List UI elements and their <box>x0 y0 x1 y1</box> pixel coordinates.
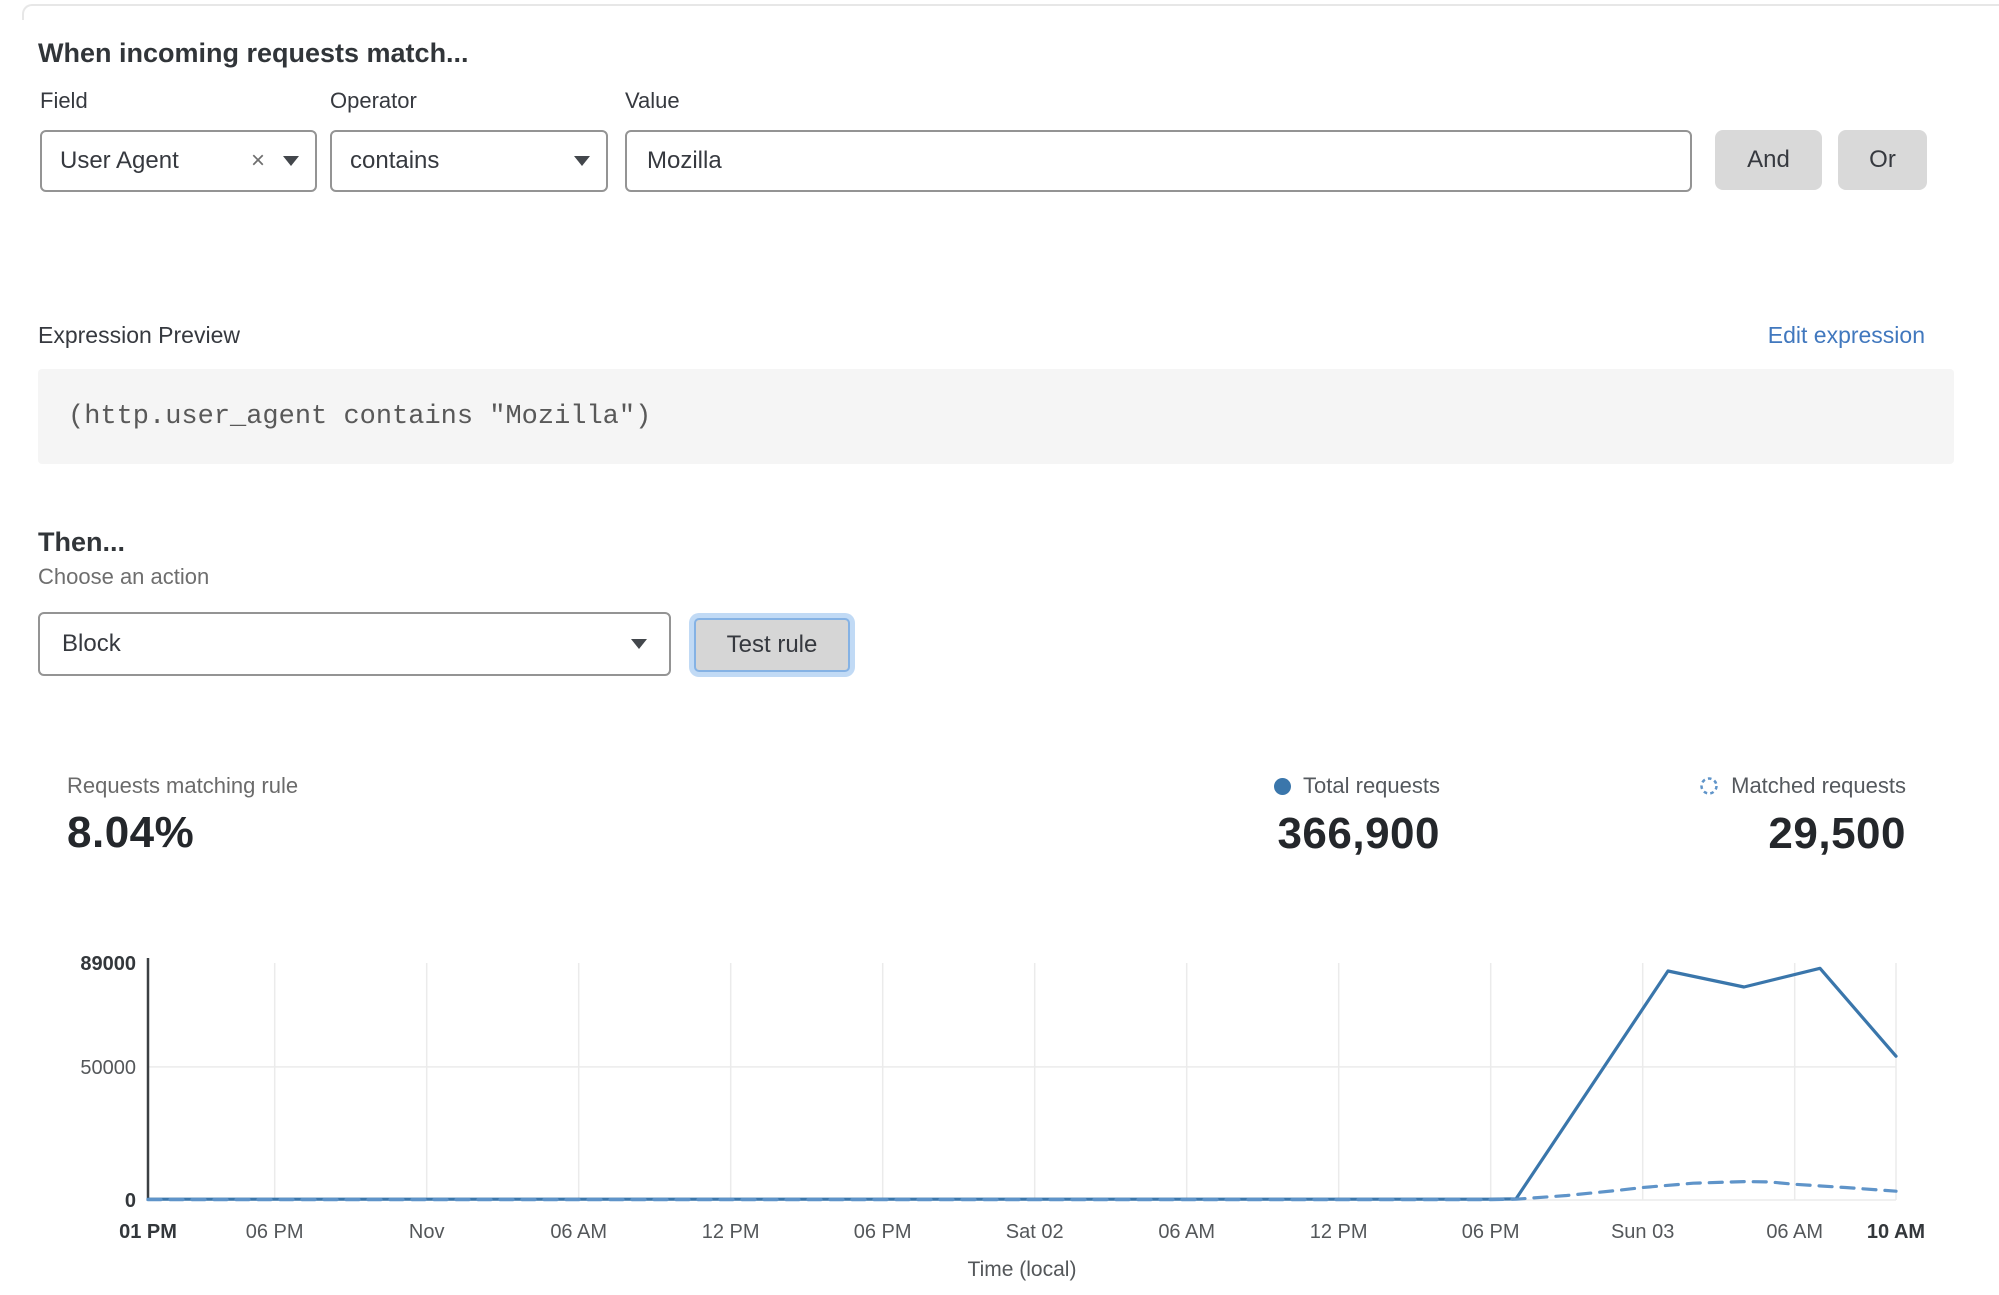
operator-select-value: contains <box>350 147 440 174</box>
x-tick-label: Sun 03 <box>1611 1221 1674 1243</box>
x-tick-label: 06 AM <box>550 1221 607 1243</box>
total-requests-label: Total requests <box>1303 773 1440 798</box>
card-top-border <box>22 4 1999 20</box>
x-tick-label: 06 PM <box>1462 1221 1520 1243</box>
x-tick-label: 12 PM <box>702 1221 760 1243</box>
matched-requests-marker <box>1700 777 1718 795</box>
matched-requests-marker-circle <box>1700 777 1718 795</box>
requests-matching-value: 8.04% <box>67 808 195 857</box>
expression-code-text: (http.user_agent contains "Mozilla") <box>68 401 652 432</box>
x-tick-label: 06 AM <box>1766 1221 1823 1243</box>
and-button[interactable]: And <box>1715 130 1822 190</box>
clear-field-icon[interactable]: × <box>250 147 265 174</box>
action-select-value: Block <box>62 630 121 657</box>
choose-action-label: Choose an action <box>38 564 210 589</box>
series-line-total <box>146 966 1898 1201</box>
x-tick-label: 01 PM <box>119 1221 177 1243</box>
requests-matching-label: Requests matching rule <box>67 773 299 798</box>
x-tick-label: Sat 02 <box>1006 1221 1064 1243</box>
value-label: Value <box>625 88 680 113</box>
edit-expression-link[interactable]: Edit expression <box>1767 322 1925 348</box>
expression-preview-label: Expression Preview <box>38 322 240 348</box>
matched-requests-label: Matched requests <box>1731 773 1906 798</box>
y-tick-label: 0 <box>125 1190 136 1212</box>
field-select-value: User Agent <box>60 147 179 174</box>
or-button[interactable]: Or <box>1838 130 1927 190</box>
operator-label: Operator <box>330 88 417 113</box>
x-tick-label: 12 PM <box>1310 1221 1368 1243</box>
total-requests-legend: Total requests 366,900 <box>1274 773 1440 859</box>
operator-chevron-down-icon <box>574 156 590 166</box>
action-select[interactable]: Block <box>38 612 671 676</box>
then-heading: Then... <box>38 527 125 558</box>
value-input[interactable] <box>625 130 1692 192</box>
y-tick-label: 89000 <box>80 953 136 975</box>
expression-code: (http.user_agent contains "Mozilla") <box>38 369 1954 464</box>
y-tick-label: 50000 <box>80 1057 136 1079</box>
operator-select[interactable]: contains <box>330 130 608 192</box>
x-tick-label: 06 PM <box>246 1221 304 1243</box>
field-label: Field <box>40 88 88 113</box>
x-tick-label: 06 AM <box>1158 1221 1215 1243</box>
page-title: When incoming requests match... <box>38 38 469 69</box>
test-rule-button[interactable]: Test rule <box>694 618 850 672</box>
total-requests-marker <box>1274 777 1292 795</box>
matched-requests-value: 29,500 <box>1768 809 1906 858</box>
total-requests-value: 366,900 <box>1277 809 1440 858</box>
x-tick-label: 10 AM <box>1867 1221 1925 1243</box>
field-chevron-down-icon <box>283 156 299 166</box>
x-tick-label: 06 PM <box>854 1221 912 1243</box>
field-select[interactable]: User Agent × <box>40 130 317 192</box>
x-tick-label: Nov <box>409 1221 445 1243</box>
time-axis-label: Time (local) <box>968 1258 1077 1281</box>
matched-requests-legend: Matched requests 29,500 <box>1699 773 1906 859</box>
series-line-matched <box>146 1179 1898 1202</box>
action-chevron-down-icon <box>631 639 647 649</box>
requests-chart: 89000 50000 0 01 PM 06 PM Nov 06 AM 12 PM 06 PM S… <box>80 953 1925 1281</box>
